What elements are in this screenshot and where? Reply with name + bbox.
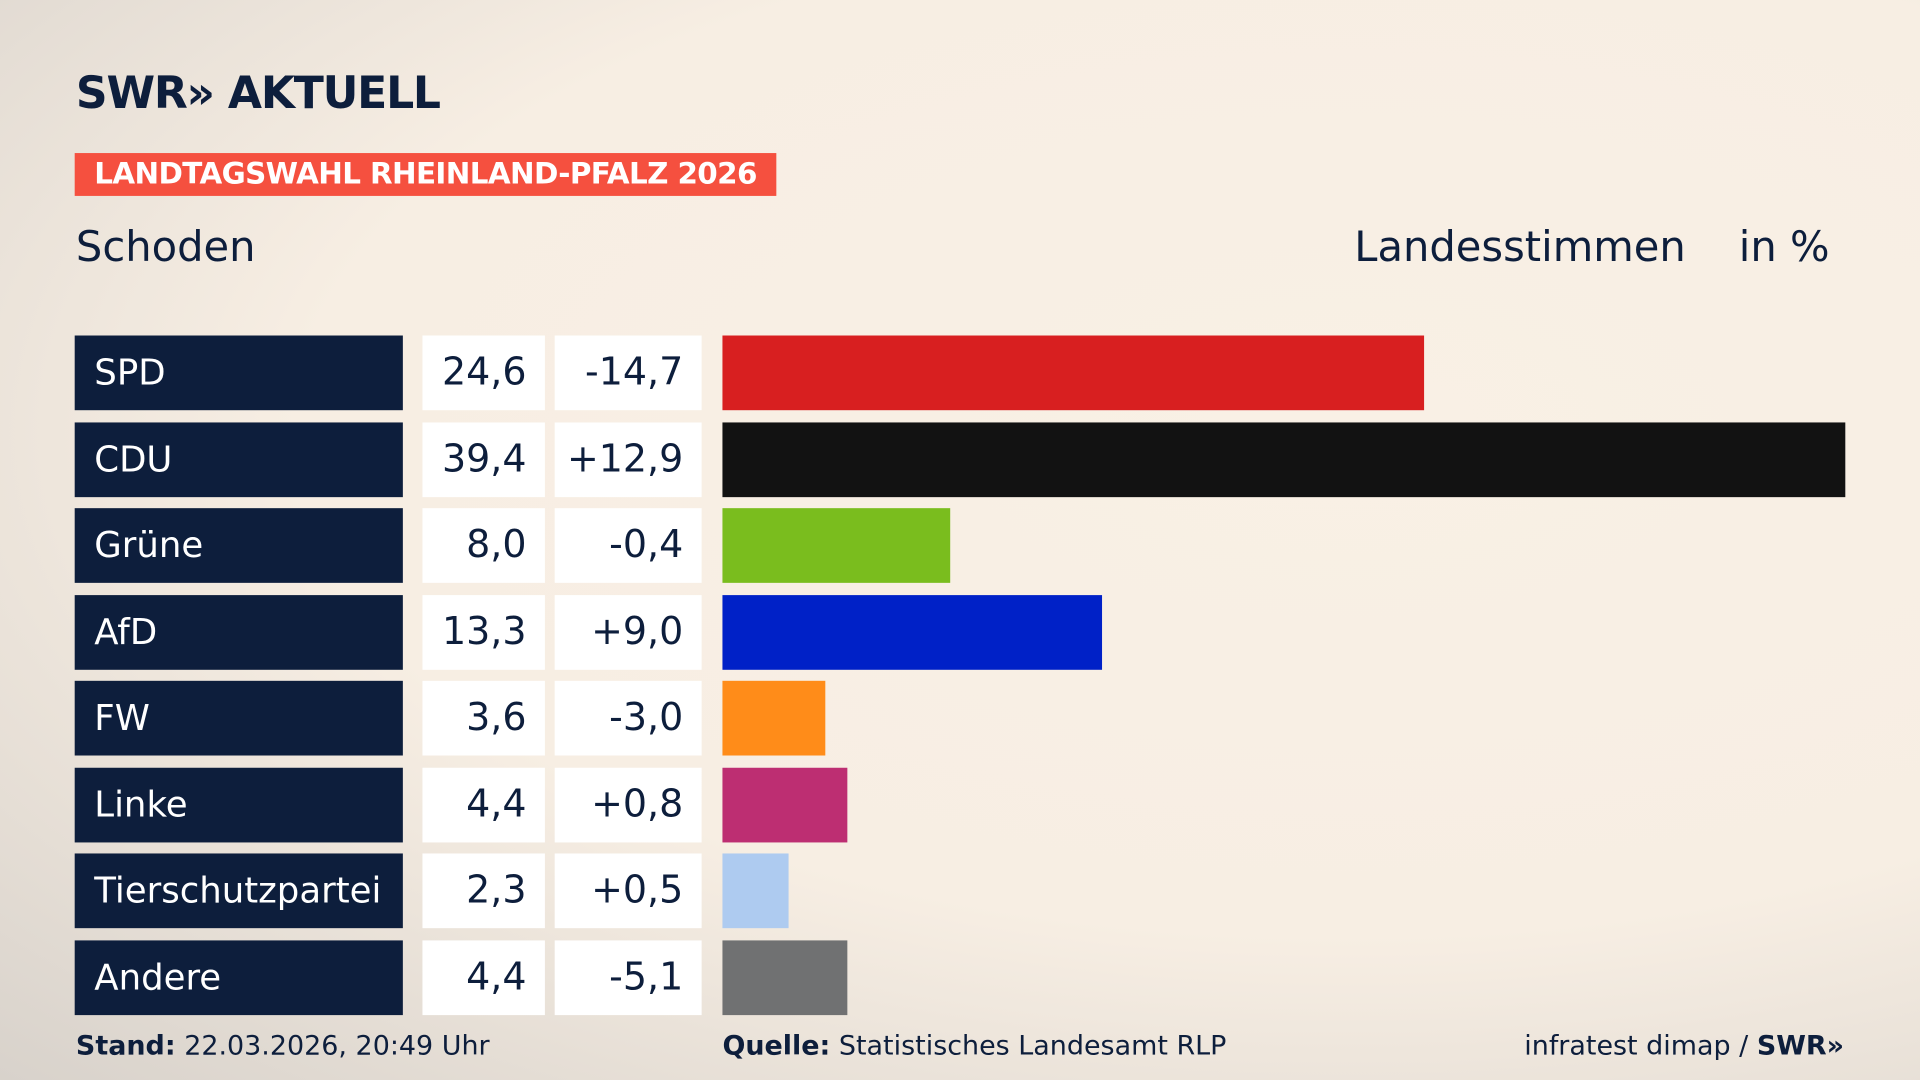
bar xyxy=(722,421,1846,497)
metric-label: Landesstimmen xyxy=(1354,222,1686,272)
timestamp: Stand: 22.03.2026, 20:49 Uhr xyxy=(76,1031,490,1062)
vote-change: -14,7 xyxy=(554,335,702,411)
party-name: Linke xyxy=(74,767,403,842)
source-label: Quelle: xyxy=(722,1031,831,1062)
vote-share: 4,4 xyxy=(422,939,545,1015)
vote-share: 2,3 xyxy=(422,853,545,929)
vote-change: -0,4 xyxy=(554,508,702,583)
party-name: Tierschutzpartei xyxy=(74,853,403,929)
vote-change: -5,1 xyxy=(554,939,702,1015)
stand-value: 22.03.2026, 20:49 Uhr xyxy=(184,1031,490,1062)
bar xyxy=(722,853,788,929)
party-name: AfD xyxy=(74,594,403,670)
swr-aktuell-logo: SWR» AKTUELL xyxy=(75,68,441,119)
credit: infratest dimap / SWR» xyxy=(1524,1031,1844,1062)
party-name: SPD xyxy=(74,335,403,411)
bar xyxy=(722,939,848,1015)
vote-share: 24,6 xyxy=(422,335,545,411)
vote-share: 39,4 xyxy=(422,421,545,497)
vote-share: 8,0 xyxy=(422,508,545,583)
vote-share: 4,4 xyxy=(422,767,545,842)
election-badge: LANDTAGSWAHL RHEINLAND-PFALZ 2026 xyxy=(74,153,777,196)
place-name: Schoden xyxy=(75,222,256,272)
source-value: Statistisches Landesamt RLP xyxy=(838,1031,1227,1062)
vote-change: -3,0 xyxy=(554,680,702,756)
party-name: Andere xyxy=(74,939,403,1015)
vote-change: +9,0 xyxy=(554,594,702,670)
party-name: Grüne xyxy=(74,508,403,583)
vote-share: 3,6 xyxy=(422,680,545,756)
stand-label: Stand: xyxy=(75,1031,176,1062)
bar xyxy=(722,680,826,756)
party-name: FW xyxy=(74,680,403,756)
party-name: CDU xyxy=(74,421,403,497)
source: Quelle: Statistisches Landesamt RLP xyxy=(722,1031,1226,1062)
vote-change: +0,5 xyxy=(554,853,702,929)
vote-change: +12,9 xyxy=(554,421,702,497)
credit-text: infratest dimap / xyxy=(1524,1031,1757,1062)
unit-label: in % xyxy=(1738,222,1830,272)
bar xyxy=(722,767,848,842)
bar xyxy=(722,508,951,583)
vote-change: +0,8 xyxy=(554,767,702,842)
bar xyxy=(722,335,1424,411)
bar xyxy=(722,594,1102,670)
vote-share: 13,3 xyxy=(422,594,545,670)
swr-logo: SWR» xyxy=(1756,1031,1845,1062)
